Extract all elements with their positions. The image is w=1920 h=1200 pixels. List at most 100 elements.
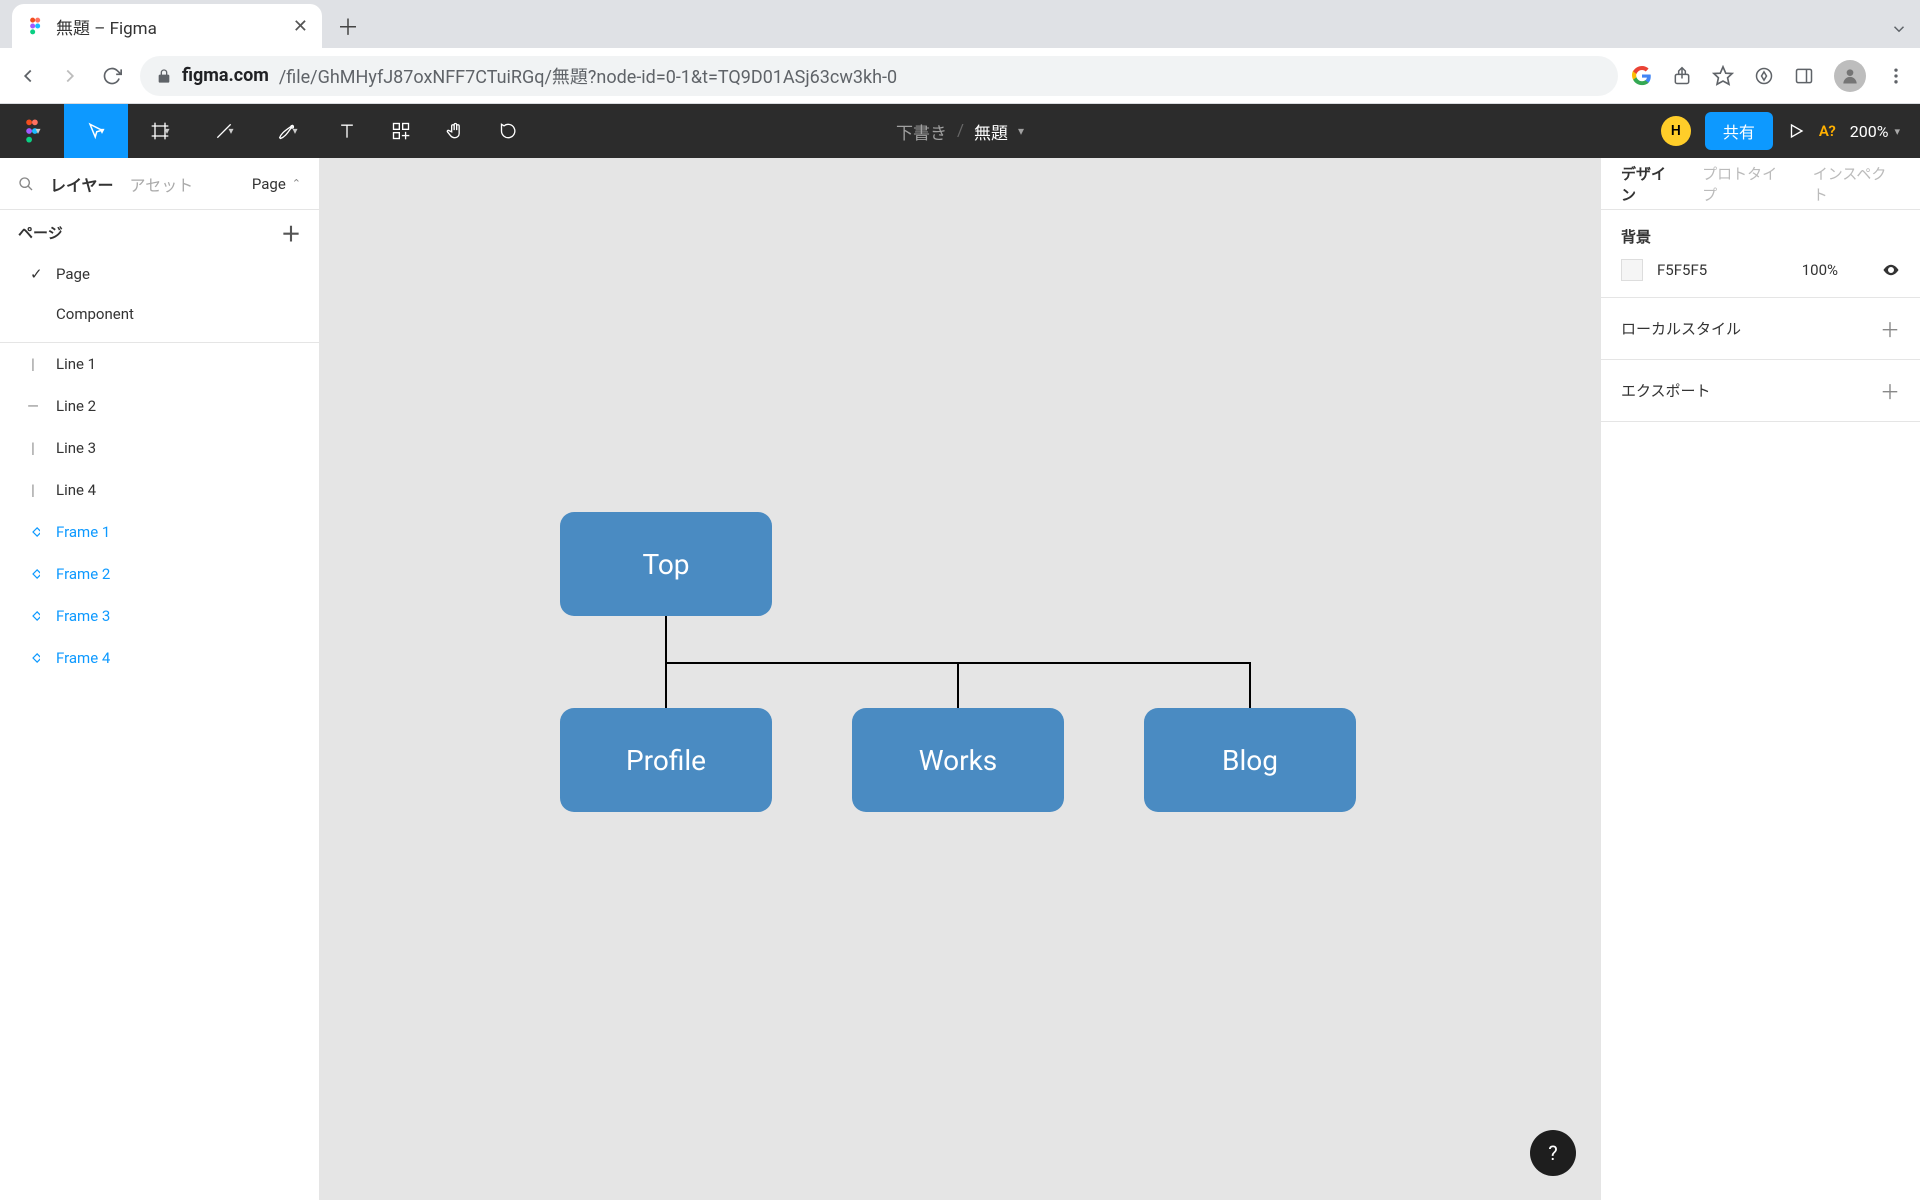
tab-design[interactable]: デザイン bbox=[1621, 163, 1680, 205]
comment-tool[interactable] bbox=[482, 104, 536, 158]
bookmark-icon[interactable] bbox=[1712, 65, 1734, 87]
line-icon: | bbox=[24, 481, 42, 499]
browser-tab[interactable]: 無題 – Figma ✕ bbox=[12, 4, 322, 48]
visibility-icon[interactable] bbox=[1882, 261, 1900, 279]
chevron-down-icon: ▾ bbox=[228, 126, 233, 137]
text-tool[interactable] bbox=[320, 104, 374, 158]
chevron-down-icon: ▾ bbox=[1894, 125, 1900, 138]
left-panel-header: レイヤー アセット Page⌃ bbox=[0, 158, 319, 210]
back-button[interactable] bbox=[14, 62, 42, 90]
layer-item-line[interactable]: —Line 2 bbox=[0, 385, 319, 427]
layer-item-frame[interactable]: Frame 2 bbox=[0, 553, 319, 595]
share-icon[interactable] bbox=[1672, 66, 1692, 86]
figma-menu-button[interactable]: ▾ bbox=[0, 104, 64, 158]
browser-chrome: 無題 – Figma ✕ ＋ figma.com/file/GhMHyfJ87o… bbox=[0, 0, 1920, 104]
chevron-down-icon: ▾ bbox=[35, 126, 40, 137]
reload-button[interactable] bbox=[98, 62, 126, 90]
forward-button[interactable] bbox=[56, 62, 84, 90]
tab-strip: 無題 – Figma ✕ ＋ bbox=[0, 0, 1920, 48]
new-tab-button[interactable]: ＋ bbox=[330, 8, 366, 44]
tab-layers[interactable]: レイヤー bbox=[50, 172, 114, 196]
component-icon bbox=[24, 567, 42, 581]
add-page-button[interactable]: ＋ bbox=[281, 218, 301, 247]
page-selector-label: Page bbox=[252, 175, 286, 193]
export-section[interactable]: エクスポート ＋ bbox=[1601, 360, 1920, 422]
help-button[interactable]: ? bbox=[1530, 1130, 1576, 1176]
sitemap-node-profile[interactable]: Profile bbox=[560, 708, 772, 812]
browser-action-icons bbox=[1632, 60, 1906, 92]
hand-tool[interactable] bbox=[428, 104, 482, 158]
chevron-down-icon: ▾ bbox=[99, 126, 104, 137]
sitemap-edge bbox=[665, 662, 667, 708]
add-style-button[interactable]: ＋ bbox=[1880, 314, 1900, 343]
present-button[interactable] bbox=[1787, 122, 1805, 140]
google-icon[interactable] bbox=[1632, 66, 1652, 86]
layer-item-frame[interactable]: Frame 3 bbox=[0, 595, 319, 637]
move-tool[interactable]: ▾ bbox=[64, 104, 128, 158]
toolbar-title[interactable]: 下書き / 無題 ▾ bbox=[896, 119, 1024, 144]
tab-inspect[interactable]: インスペクト bbox=[1813, 163, 1900, 205]
component-icon bbox=[24, 609, 42, 623]
layer-name: Frame 1 bbox=[56, 523, 110, 541]
line-icon: — bbox=[24, 397, 42, 415]
page-selector[interactable]: Page⌃ bbox=[252, 175, 301, 193]
close-tab-icon[interactable]: ✕ bbox=[293, 16, 308, 37]
component-icon bbox=[24, 525, 42, 539]
local-styles-section[interactable]: ローカルスタイル ＋ bbox=[1601, 298, 1920, 360]
layer-item-frame[interactable]: Frame 1 bbox=[0, 511, 319, 553]
url-field[interactable]: figma.com/file/GhMHyfJ87oxNFF7CTuiRGq/無題… bbox=[140, 56, 1618, 96]
pen-tool[interactable]: ▾ bbox=[256, 104, 320, 158]
toolbar-right: H 共有 A? 200%▾ bbox=[1661, 112, 1920, 150]
check-icon: ✓ bbox=[30, 265, 44, 283]
background-section: 背景 F5F5F5 100% bbox=[1601, 210, 1920, 298]
bg-hex: F5F5F5 bbox=[1657, 261, 1707, 279]
sidepanel-icon[interactable] bbox=[1794, 66, 1814, 86]
layer-item-line[interactable]: | Line 1 bbox=[0, 343, 319, 385]
kebab-menu-icon[interactable] bbox=[1886, 66, 1906, 86]
page-name: Component bbox=[56, 305, 134, 323]
right-panel: デザイン プロトタイプ インスペクト 背景 F5F5F5 100% ローカルスタ… bbox=[1600, 158, 1920, 1200]
lock-icon bbox=[156, 68, 172, 84]
zoom-control[interactable]: 200%▾ bbox=[1850, 122, 1900, 141]
extension-icon[interactable] bbox=[1754, 66, 1774, 86]
tab-prototype[interactable]: プロトタイプ bbox=[1702, 163, 1791, 205]
layer-list: | Line 1 —Line 2|Line 3 | Line 4 Frame 1 Frame… bbox=[0, 343, 319, 679]
pages-header-label: ページ bbox=[18, 222, 63, 243]
pages-header: ページ ＋ bbox=[0, 210, 319, 254]
workspace: レイヤー アセット Page⌃ ページ ＋ ✓ Page Component |… bbox=[0, 158, 1920, 1200]
sitemap-node-blog[interactable]: Blog bbox=[1144, 708, 1356, 812]
export-label: エクスポート bbox=[1621, 380, 1711, 401]
a11y-button[interactable]: A? bbox=[1819, 122, 1836, 140]
layer-item-line[interactable]: |Line 3 bbox=[0, 427, 319, 469]
tab-assets[interactable]: アセット bbox=[130, 172, 194, 196]
frame-tool[interactable]: ▾ bbox=[128, 104, 192, 158]
sitemap-node-works[interactable]: Works bbox=[852, 708, 1064, 812]
address-bar: figma.com/file/GhMHyfJ87oxNFF7CTuiRGq/無題… bbox=[0, 48, 1920, 104]
layer-name: Line 1 bbox=[56, 355, 96, 373]
search-icon[interactable] bbox=[18, 176, 34, 192]
draft-label: 下書き bbox=[896, 119, 947, 144]
tabs-chevron-icon[interactable] bbox=[1890, 20, 1908, 38]
page-item[interactable]: Component bbox=[0, 294, 319, 334]
bg-row[interactable]: F5F5F5 100% bbox=[1621, 259, 1900, 281]
user-avatar[interactable]: H bbox=[1661, 116, 1691, 146]
resources-tool[interactable] bbox=[374, 104, 428, 158]
chevron-down-icon: ▾ bbox=[1018, 124, 1024, 138]
figma-toolbar: ▾ ▾ ▾ ▾ ▾ bbox=[0, 104, 1920, 158]
bg-opacity: 100% bbox=[1802, 261, 1838, 279]
bg-swatch[interactable] bbox=[1621, 259, 1643, 281]
add-export-button[interactable]: ＋ bbox=[1880, 376, 1900, 405]
layer-item-line[interactable]: | Line 4 bbox=[0, 469, 319, 511]
canvas[interactable]: ? Top Profile Works Blog bbox=[320, 158, 1600, 1200]
shape-tool[interactable]: ▾ bbox=[192, 104, 256, 158]
sitemap-edge bbox=[1249, 662, 1251, 708]
right-panel-tabs: デザイン プロトタイプ インスペクト bbox=[1601, 158, 1920, 210]
page-item[interactable]: ✓ Page bbox=[0, 254, 319, 294]
layer-name: Line 4 bbox=[56, 481, 96, 499]
line-icon: | bbox=[24, 355, 42, 373]
profile-avatar[interactable] bbox=[1834, 60, 1866, 92]
sitemap-node-top[interactable]: Top bbox=[560, 512, 772, 616]
share-button[interactable]: 共有 bbox=[1705, 112, 1773, 150]
layer-item-frame[interactable]: Frame 4 bbox=[0, 637, 319, 679]
layer-name: Frame 2 bbox=[56, 565, 110, 583]
